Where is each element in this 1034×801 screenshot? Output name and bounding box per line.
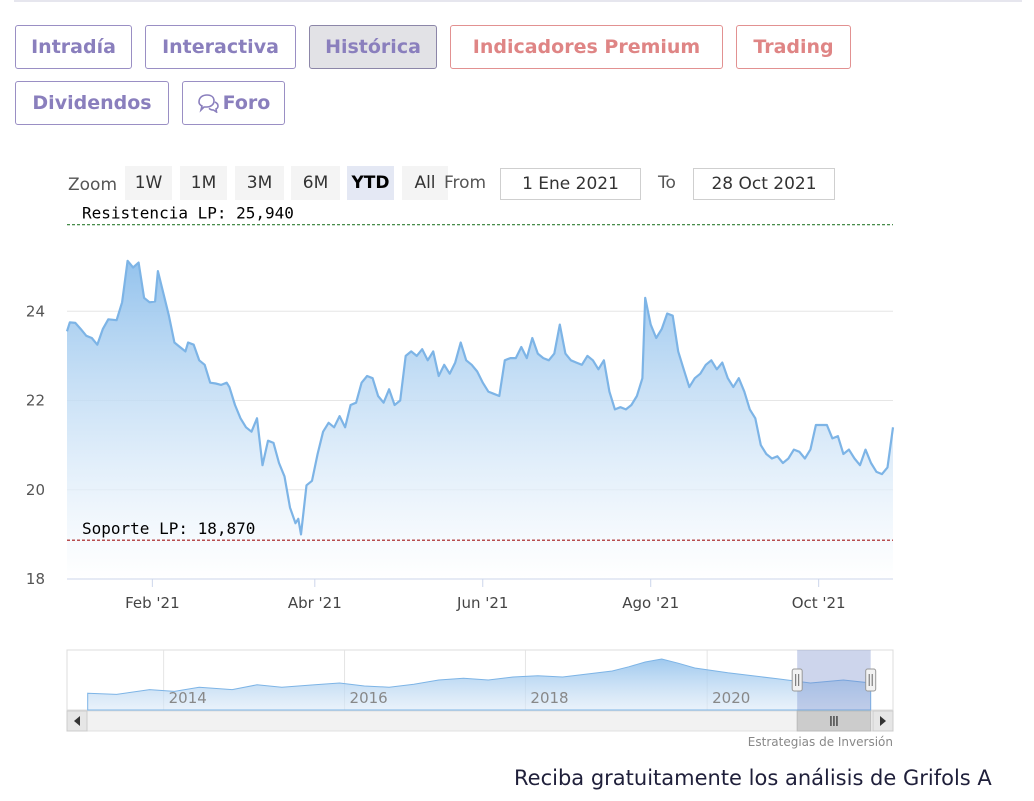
navigator-year-labels: 2014 2016 2018 2020 — [169, 689, 751, 707]
tab-label: Indicadores Premium — [472, 36, 701, 58]
tab-foro[interactable]: Foro — [182, 81, 285, 125]
tab-label: Trading — [753, 36, 834, 58]
y-tick-label: 22 — [26, 392, 45, 410]
scrollbar-track[interactable] — [66, 710, 894, 732]
to-date-input[interactable]: 28 Oct 2021 — [693, 168, 835, 200]
navigator[interactable]: 2014 2016 2018 2020 — [66, 649, 894, 711]
footer-cta-text: Reciba gratuitamente los análisis de Gri… — [514, 766, 992, 790]
x-tick-label: Oct '21 — [792, 594, 846, 612]
from-label: From — [444, 173, 487, 193]
y-tick-label: 24 — [26, 302, 45, 320]
zoom-1w-button[interactable]: 1W — [125, 166, 172, 200]
navigator-scrollbar[interactable] — [66, 710, 894, 732]
handle-grip — [791, 668, 803, 692]
top-separator — [14, 0, 1022, 2]
navigator-year-label: 2016 — [350, 689, 388, 707]
tab-indicadores-premium[interactable]: Indicadores Premium — [450, 25, 723, 69]
zoom-label: Zoom — [68, 175, 118, 195]
grip-icon — [830, 716, 838, 726]
arrow-left-icon — [74, 716, 80, 726]
tab-label: Interactiva — [162, 36, 279, 58]
zoom-6m-button[interactable]: 6M — [291, 166, 340, 200]
arrow-right-icon — [880, 716, 886, 726]
tab-label: Dividendos — [32, 92, 152, 114]
tab-historica[interactable]: Histórica — [309, 25, 437, 69]
plot-line-label: Resistencia LP: 25,940 — [82, 204, 294, 223]
zoom-all-button[interactable]: All — [402, 166, 448, 200]
navigator-right-handle[interactable] — [865, 668, 877, 692]
plot-line-label: Soporte LP: 18,870 — [82, 519, 255, 538]
speech-bubbles-icon — [197, 94, 219, 113]
y-tick-label: 18 — [26, 570, 45, 588]
x-tick-label: Feb '21 — [125, 594, 180, 612]
navigator-year-label: 2020 — [712, 689, 750, 707]
zoom-ytd-button[interactable]: YTD — [347, 166, 394, 200]
x-tick-label: Abr '21 — [288, 594, 342, 612]
navigator-left-handle[interactable] — [791, 668, 803, 692]
from-date-input[interactable]: 1 Ene 2021 — [500, 168, 641, 200]
navigator-area — [87, 658, 872, 711]
navigator-selected-range[interactable] — [797, 650, 871, 710]
tab-trading[interactable]: Trading — [736, 25, 851, 69]
chart-credit[interactable]: Estrategias de Inversión — [748, 735, 893, 749]
tab-dividendos[interactable]: Dividendos — [15, 81, 169, 125]
plot-lines: Resistencia LP: 25,940 Soporte LP: 18,870 — [67, 204, 893, 541]
price-area — [67, 260, 893, 579]
y-axis-labels: 18 20 22 24 — [26, 302, 45, 588]
tab-label: Foro — [222, 92, 271, 114]
navigator-year-label: 2018 — [530, 689, 568, 707]
handle-grip — [865, 668, 877, 692]
zoom-1m-button[interactable]: 1M — [180, 166, 227, 200]
zoom-3m-button[interactable]: 3M — [235, 166, 284, 200]
price-line[interactable] — [65, 259, 895, 536]
x-tick-label: Jun '21 — [456, 594, 508, 612]
tab-label: Intradía — [31, 36, 116, 58]
x-axis-labels: Feb '21 Abr '21 Jun '21 Ago '21 Oct '21 — [125, 579, 846, 612]
tab-label: Histórica — [325, 36, 421, 58]
navigator-year-label: 2014 — [169, 689, 207, 707]
tab-interactiva[interactable]: Interactiva — [145, 25, 296, 69]
tab-intradia[interactable]: Intradía — [15, 25, 132, 69]
to-label: To — [658, 173, 676, 193]
x-tick-label: Ago '21 — [622, 594, 679, 612]
y-tick-label: 20 — [26, 481, 45, 499]
